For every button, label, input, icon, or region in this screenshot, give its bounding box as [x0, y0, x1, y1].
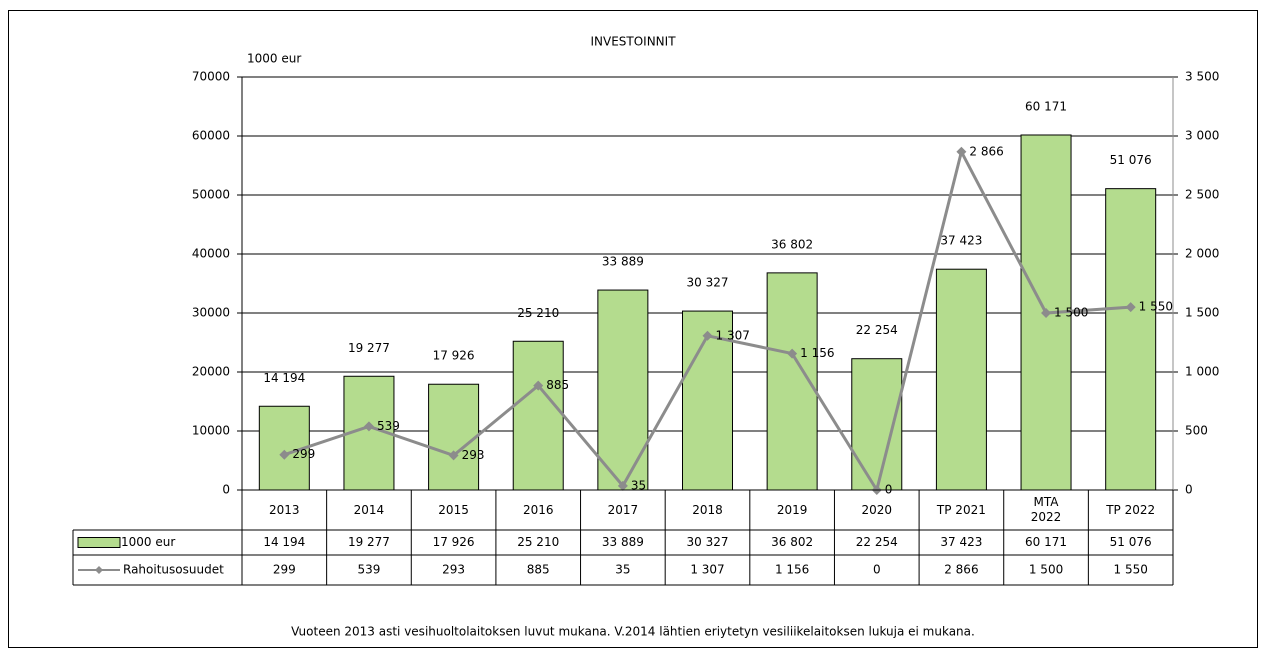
legend-label: 1000 eur	[121, 535, 175, 549]
legend-marker	[95, 566, 103, 574]
y-tick-label: 40000	[192, 247, 230, 261]
y-tick-label: 20000	[192, 365, 230, 379]
line-marker	[1125, 302, 1136, 313]
category-label: 2015	[438, 502, 469, 517]
y2-tick-label: 1 000	[1185, 365, 1219, 379]
table-value: 299	[273, 563, 296, 577]
line-marker	[363, 421, 374, 432]
table-value: 60 171	[1025, 535, 1067, 549]
table-value: 51 076	[1110, 535, 1152, 549]
table-value: 37 423	[940, 535, 982, 549]
line-value-label: 35	[631, 478, 646, 492]
table-value: 30 327	[687, 535, 729, 549]
line-marker	[617, 480, 628, 491]
line-marker	[956, 146, 967, 157]
bar-value-label: 22 254	[856, 323, 898, 337]
table-value: 1 500	[1029, 563, 1063, 577]
bar	[935, 268, 987, 491]
table-value: 22 254	[856, 535, 898, 549]
bar-value-label: 30 327	[687, 276, 729, 290]
table-value: 1 307	[690, 563, 724, 577]
y-tick-label: 30000	[192, 306, 230, 320]
bar-value-label: 33 889	[602, 255, 644, 269]
bar	[1105, 188, 1157, 491]
bar	[682, 310, 733, 491]
bar-value-label: 36 802	[771, 237, 813, 251]
line-marker	[533, 380, 544, 391]
bar	[512, 340, 564, 491]
y2-tick-label: 1 500	[1185, 306, 1219, 320]
table-value: 2 866	[944, 563, 978, 577]
table-value: 1 156	[775, 563, 809, 577]
y-tick-label: 10000	[192, 424, 230, 438]
category-label: 2014	[353, 502, 385, 517]
table-value: 293	[442, 563, 465, 577]
line-value-label: 1 307	[716, 328, 750, 342]
table-value: 25 210	[517, 535, 559, 549]
y-tick-label: 70000	[192, 70, 230, 84]
category-label: TP 2021	[936, 502, 986, 517]
y-tick-label: 60000	[192, 129, 230, 143]
line-value-label: 293	[462, 448, 485, 462]
table-value: 885	[527, 563, 550, 577]
table-value: 19 277	[348, 535, 390, 549]
bar	[597, 289, 649, 491]
y2-tick-label: 0	[1185, 483, 1193, 497]
table-value: 539	[358, 563, 381, 577]
category-label: TP 2022	[1106, 502, 1156, 517]
y2-tick-label: 500	[1185, 424, 1208, 438]
line-marker	[279, 449, 290, 460]
line-value-label: 885	[546, 378, 569, 392]
line-value-label: 1 500	[1054, 306, 1088, 320]
bar-value-label: 37 423	[940, 234, 982, 248]
line-value-label: 299	[292, 447, 315, 461]
chart-title: INVESTOINNIT	[590, 35, 676, 49]
y2-tick-label: 2 000	[1185, 247, 1219, 261]
category-label: 2013	[269, 502, 300, 517]
y-tick-label: 0	[222, 483, 230, 497]
line-marker	[787, 348, 798, 359]
bar-value-label: 17 926	[433, 349, 475, 363]
legend-swatch	[77, 537, 121, 548]
category-label: 2017	[607, 502, 639, 517]
category-label: 2018	[692, 502, 723, 517]
bar-value-label: 25 210	[517, 306, 559, 320]
line-value-label: 1 550	[1139, 300, 1173, 314]
legend-label: Rahoitusosuudet	[123, 563, 224, 577]
bar-value-label: 60 171	[1025, 99, 1067, 113]
category-label: 2016	[522, 502, 554, 517]
table-value: 33 889	[602, 535, 644, 549]
line-value-label: 2 866	[969, 144, 1003, 158]
table-value: 36 802	[771, 535, 813, 549]
line-marker	[448, 450, 459, 461]
line-marker	[702, 330, 713, 341]
table-value: 17 926	[433, 535, 475, 549]
category-label: MTA 2022	[1030, 495, 1062, 524]
y-tick-label: 50000	[192, 188, 230, 202]
category-label: 2019	[776, 502, 808, 517]
y2-tick-label: 3 000	[1185, 129, 1219, 143]
y2-tick-label: 2 500	[1185, 188, 1219, 202]
line-value-label: 1 156	[800, 346, 834, 360]
bar-value-label: 14 194	[263, 371, 305, 385]
category-label: 2020	[861, 502, 893, 517]
footnote: Vuoteen 2013 asti vesihuoltolaitoksen lu…	[291, 625, 975, 639]
table-value: 1 550	[1114, 563, 1148, 577]
table-value: 0	[873, 563, 881, 577]
table-value: 14 194	[263, 535, 305, 549]
line-marker	[1041, 308, 1052, 318]
y-axis-label: 1000 eur	[247, 52, 301, 66]
line-value-label: 539	[377, 419, 400, 433]
bar-value-label: 19 277	[348, 341, 390, 355]
bar	[428, 383, 480, 491]
bar-value-label: 51 076	[1110, 153, 1152, 167]
y2-tick-label: 3 500	[1185, 70, 1219, 84]
table-value: 35	[615, 563, 630, 577]
